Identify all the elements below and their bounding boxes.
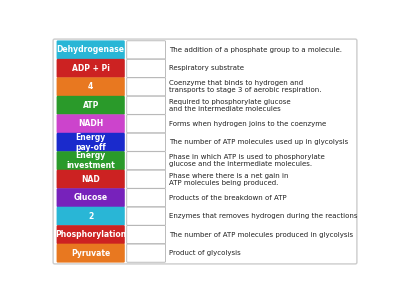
Text: Phosphorylation: Phosphorylation	[55, 230, 126, 239]
Text: The number of ATP molecules used up in glycolysis: The number of ATP molecules used up in g…	[169, 139, 349, 145]
Text: Respiratory substrate: Respiratory substrate	[169, 65, 244, 71]
Text: Products of the breakdown of ATP: Products of the breakdown of ATP	[169, 195, 287, 201]
FancyBboxPatch shape	[127, 207, 166, 225]
FancyBboxPatch shape	[127, 152, 166, 170]
Text: Glucose: Glucose	[74, 193, 108, 202]
Text: NADH: NADH	[78, 119, 103, 128]
FancyBboxPatch shape	[127, 78, 166, 96]
Text: Pyruvate: Pyruvate	[71, 249, 110, 258]
FancyBboxPatch shape	[56, 96, 125, 115]
FancyBboxPatch shape	[56, 225, 125, 244]
FancyBboxPatch shape	[56, 170, 125, 189]
FancyBboxPatch shape	[127, 41, 166, 59]
Text: Forms when hydrogen joins to the coenzyme: Forms when hydrogen joins to the coenzym…	[169, 121, 327, 127]
FancyBboxPatch shape	[56, 59, 125, 78]
FancyBboxPatch shape	[56, 151, 125, 170]
Text: The addition of a phosphate group to a molecule.: The addition of a phosphate group to a m…	[169, 47, 342, 53]
FancyBboxPatch shape	[127, 96, 166, 114]
FancyBboxPatch shape	[127, 244, 166, 262]
Text: 4: 4	[88, 82, 93, 91]
FancyBboxPatch shape	[127, 115, 166, 133]
Text: Coenzyme that binds to hydrogen and
transports to stage 3 of aerobic respiration: Coenzyme that binds to hydrogen and tran…	[169, 80, 322, 93]
Text: Phase in which ATP is used to phosphorylate
glucose and the intermediate molecul: Phase in which ATP is used to phosphoryl…	[169, 154, 325, 167]
Text: ATP: ATP	[82, 101, 99, 110]
Text: 2: 2	[88, 212, 93, 221]
FancyBboxPatch shape	[127, 133, 166, 151]
FancyBboxPatch shape	[127, 59, 166, 77]
Text: Required to phosphorylate glucose
and the intermediate molecules: Required to phosphorylate glucose and th…	[169, 99, 291, 112]
Text: Energy
pay-off: Energy pay-off	[75, 133, 106, 152]
Text: Energy
investment: Energy investment	[66, 152, 115, 170]
Text: Product of glycolysis: Product of glycolysis	[169, 250, 241, 256]
FancyBboxPatch shape	[56, 244, 125, 262]
FancyBboxPatch shape	[127, 189, 166, 207]
Text: NAD: NAD	[81, 175, 100, 184]
Text: Dehydrogenase: Dehydrogenase	[57, 45, 125, 54]
Text: Enzymes that removes hydrogen during the reactions: Enzymes that removes hydrogen during the…	[169, 213, 358, 219]
FancyBboxPatch shape	[56, 40, 125, 59]
FancyBboxPatch shape	[56, 133, 125, 152]
FancyBboxPatch shape	[53, 39, 357, 264]
Text: Phase where there is a net gain in
ATP molecules being produced.: Phase where there is a net gain in ATP m…	[169, 173, 289, 186]
FancyBboxPatch shape	[127, 226, 166, 244]
Text: ADP + Pi: ADP + Pi	[72, 64, 110, 73]
FancyBboxPatch shape	[56, 188, 125, 207]
FancyBboxPatch shape	[56, 207, 125, 226]
FancyBboxPatch shape	[56, 77, 125, 96]
Text: The number of ATP molecules produced in glycolysis: The number of ATP molecules produced in …	[169, 232, 354, 238]
FancyBboxPatch shape	[127, 170, 166, 188]
FancyBboxPatch shape	[56, 114, 125, 133]
